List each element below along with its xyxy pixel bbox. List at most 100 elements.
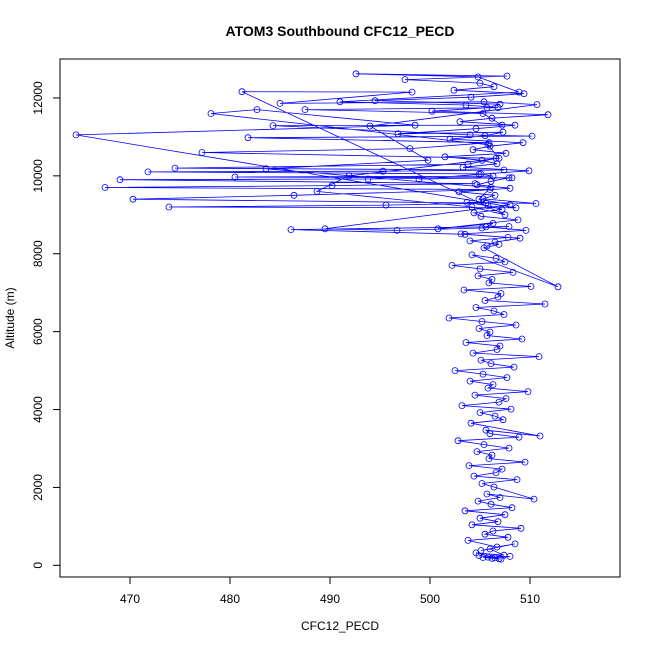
data-point (488, 275, 496, 283)
data-point (458, 402, 466, 410)
data-point (483, 104, 491, 112)
data-point (301, 106, 309, 113)
data-point (505, 223, 513, 230)
data-point (465, 462, 473, 470)
data-point (482, 426, 490, 434)
data-point (474, 73, 482, 81)
data-point (511, 121, 519, 129)
data-point (495, 398, 503, 406)
data-point (508, 174, 516, 182)
data-point (496, 342, 504, 350)
data-point (491, 238, 499, 246)
data-point (490, 83, 498, 91)
data-point (379, 167, 387, 175)
data-point (455, 188, 463, 196)
plot-frame (59, 58, 621, 578)
data-point (506, 184, 514, 192)
data-point (434, 225, 442, 233)
data-point (481, 297, 489, 304)
data-point (253, 106, 261, 113)
data-point (516, 234, 524, 242)
data-point (244, 134, 252, 142)
data-point (511, 540, 519, 548)
data-point (536, 432, 544, 440)
data-point (171, 164, 179, 172)
data-point (478, 224, 486, 232)
data-point (496, 100, 504, 108)
data-point (486, 545, 494, 553)
data-point (522, 226, 530, 234)
data-point (463, 198, 471, 206)
data-point (499, 128, 507, 136)
data-point (462, 101, 470, 109)
data-point (471, 180, 479, 188)
y-axis-label: Altitude (m) (3, 287, 17, 348)
data-point (525, 167, 533, 175)
data-point (475, 325, 483, 332)
data-point (478, 318, 486, 325)
data-point (269, 122, 277, 129)
data-point (471, 391, 479, 399)
data-point (515, 88, 523, 96)
data-point (493, 543, 501, 551)
data-point (411, 121, 419, 129)
data-point (466, 377, 474, 385)
data-point (474, 272, 482, 280)
data-point (393, 226, 401, 234)
data-point (491, 191, 499, 199)
data-point (483, 242, 491, 250)
data-point (467, 93, 475, 101)
data-point (521, 458, 529, 466)
data-point (472, 125, 480, 133)
data-point (502, 149, 510, 157)
data-point (468, 251, 476, 259)
data-point (394, 130, 402, 138)
data-point (464, 537, 472, 544)
data-point (476, 265, 484, 273)
data-point (503, 72, 511, 80)
data-point (484, 384, 492, 392)
data-point (428, 107, 436, 115)
data-point (468, 521, 476, 529)
data-point (477, 356, 485, 364)
data-point (476, 514, 484, 522)
data-point (462, 339, 470, 346)
data-point (554, 283, 562, 291)
data-point (276, 100, 284, 107)
data-point (490, 483, 498, 491)
x-tick-label: 490 (320, 592, 340, 606)
data-point (544, 111, 552, 119)
data-point (406, 145, 414, 153)
data-point (532, 200, 540, 207)
data-point (490, 307, 498, 315)
data-point (481, 132, 489, 140)
data-point (460, 286, 468, 294)
data-point (483, 490, 491, 498)
data-point (472, 304, 480, 311)
data-point (477, 547, 485, 554)
data-point (287, 226, 295, 234)
data-point (478, 156, 486, 164)
data-point (486, 430, 494, 438)
data-point (517, 524, 525, 532)
data-point (467, 419, 475, 427)
data-point (497, 290, 505, 297)
y-tick-label: 6000 (31, 318, 45, 345)
data-point (456, 118, 464, 126)
data-point (505, 444, 513, 452)
data-point (451, 367, 459, 375)
data-point (321, 225, 329, 233)
data-point (512, 204, 520, 212)
data-point (501, 211, 509, 219)
data-point (116, 176, 124, 184)
data-point (494, 518, 502, 526)
data-point (476, 409, 484, 417)
data-point (498, 465, 506, 473)
data-point (345, 172, 353, 180)
data-point (328, 182, 336, 190)
data-point (198, 149, 206, 156)
data-point (480, 98, 488, 106)
data-point (524, 388, 532, 396)
data-point (461, 507, 469, 515)
data-point (401, 76, 409, 83)
